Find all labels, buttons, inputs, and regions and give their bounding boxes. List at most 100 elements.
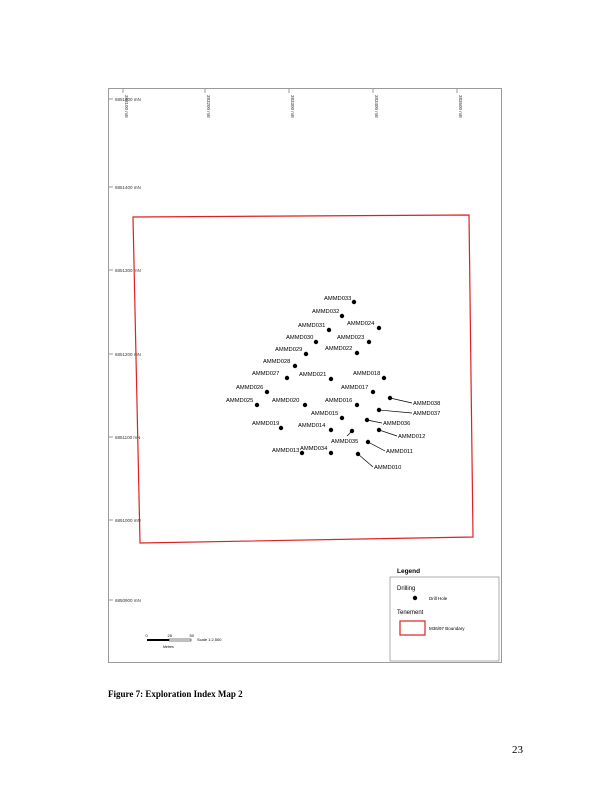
drill-hole-label: AMMD017: [341, 385, 368, 391]
drill-hole-ammd035: AMMD035: [331, 428, 358, 445]
drill-hole-icon: [349, 428, 355, 434]
drill-hole-label: AMMD026: [236, 385, 263, 391]
tenement-boundary-icon: [399, 620, 426, 636]
drill-hole-icon: [376, 325, 382, 331]
drill-hole-ammd036: AMMD036: [364, 417, 410, 427]
drill-hole-label: AMMD033: [324, 296, 351, 302]
drill-hole-icon: [254, 402, 260, 408]
drill-hole-label: AMMD013: [272, 448, 299, 454]
figure-caption: Figure 7: Exploration Index Map 2: [108, 689, 243, 699]
drill-hole-label: AMMD016: [325, 398, 352, 404]
drill-hole-icon: [328, 450, 334, 456]
drill-hole-label: AMMD037: [413, 411, 440, 417]
drill-hole-icon: [365, 439, 371, 445]
drill-hole-ammd034: AMMD034: [300, 446, 334, 456]
scale-bar-unit: Metres: [163, 645, 174, 649]
drill-hole-ammd024: AMMD024: [347, 321, 382, 331]
drill-hole-ammd020: AMMD020: [272, 398, 308, 408]
tenement-boundary: [132, 214, 474, 544]
drill-hole-icon: [381, 375, 387, 381]
drill-hole-icon: [339, 313, 345, 319]
northing-label: 6850900 mN: [115, 598, 141, 603]
drill-hole-icon: [351, 299, 357, 305]
drill-hole-label: AMMD035: [331, 439, 358, 445]
map-canvas: 6851400 mN 6851400 mN 6851300 mN 6851200 mN…: [109, 89, 500, 662]
drill-hole-icon: [313, 339, 319, 345]
scale-bar-tick-label: 50: [190, 633, 195, 638]
drill-hole-label: AMMD034: [300, 446, 328, 452]
drill-hole-icon: [339, 415, 345, 421]
drill-hole-label: AMMD014: [298, 423, 326, 429]
drill-hole-ammd022: AMMD022: [325, 346, 360, 356]
map-frame: 6851400 mN 6851400 mN 6851300 mN 6851200 mN…: [108, 88, 502, 663]
drill-hole-ammd018: AMMD018: [353, 371, 387, 381]
northing-label: 6851400 mN: [115, 97, 141, 102]
leader-line: [378, 429, 398, 437]
drill-hole-label: AMMD012: [398, 434, 425, 440]
drill-hole-icon: [355, 451, 361, 457]
drill-hole-ammd012: AMMD012: [376, 427, 425, 440]
drill-hole-icon: [387, 395, 393, 401]
northing-label: 6851200 mN: [115, 352, 141, 357]
drill-hole-icon: [302, 402, 308, 408]
drill-hole-ammd037: AMMD037: [376, 407, 440, 417]
scale-bar-tick-label: 0: [146, 633, 149, 638]
page-number: 23: [512, 744, 523, 756]
scale-bar: 0 25 50 Metres Scale 1:2,500: [146, 633, 223, 649]
northing-label: 6851400 mN: [115, 185, 141, 190]
drill-hole-icon: [354, 350, 360, 356]
drill-hole-label: AMMD028: [263, 359, 290, 365]
drill-hole-label: AMMD019: [252, 421, 279, 427]
legend-box: [389, 576, 500, 662]
drill-hole-ammd021: AMMD021: [299, 372, 334, 382]
drill-hole-label: AMMD024: [347, 321, 375, 327]
drill-hole-icon: [370, 389, 376, 395]
legend-drilling-heading: Drilling: [397, 586, 415, 592]
drill-hole-label: AMMD027: [252, 371, 279, 377]
drill-hole-label: AMMD032: [312, 309, 339, 315]
northing-label: 6851000 mN: [115, 518, 141, 523]
drill-hole-label: AMMD030: [286, 335, 313, 341]
drill-hole-icon: [366, 339, 372, 345]
drill-hole-ammd023: AMMD023: [337, 335, 372, 345]
drill-hole-icon: [364, 417, 370, 423]
drill-hole-ammd010: AMMD010: [355, 451, 401, 471]
drill-hole-ammd028: AMMD028: [263, 359, 298, 369]
easting-label: 383500 mE: [458, 95, 463, 118]
easting-label: 383100 mE: [124, 95, 129, 118]
drill-hole-label: AMMD021: [299, 372, 326, 378]
drill-hole-icon: [299, 450, 305, 456]
drill-hole-icon: [412, 595, 418, 601]
drill-hole-ammd031: AMMD031: [298, 323, 332, 333]
leader-line: [357, 453, 374, 468]
drill-hole-ammd030: AMMD030: [286, 335, 319, 345]
scale-ratio: Scale 1:2,500: [197, 637, 222, 642]
drill-hole-label: AMMD023: [337, 335, 364, 341]
drill-hole-icon: [328, 427, 334, 433]
drill-hole-ammd027: AMMD027: [252, 371, 290, 381]
scale-bar-tick-label: 25: [168, 633, 173, 638]
drill-hole-icon: [376, 427, 382, 433]
drill-hole-ammd016: AMMD016: [325, 398, 360, 408]
drill-hole-ammd029: AMMD029: [275, 347, 309, 357]
drill-hole-label: AMMD025: [226, 398, 253, 404]
legend-drill-hole-label: Drill Hole: [429, 596, 448, 601]
legend-title: Legend: [397, 568, 420, 575]
drill-hole-ammd015: AMMD015: [311, 411, 345, 421]
drill-hole-label: AMMD020: [272, 398, 299, 404]
drill-hole-ammd013: AMMD013: [272, 448, 305, 456]
drill-hole-label: AMMD031: [298, 323, 325, 329]
drill-hole-label: AMMD015: [311, 411, 338, 417]
leader-line: [366, 419, 383, 424]
drill-hole-label: AMMD022: [325, 346, 352, 352]
leader-line: [389, 397, 413, 404]
drill-hole-label: AMMD029: [275, 347, 302, 353]
northing-label: 6851300 mN: [115, 268, 141, 273]
drill-hole-label: AMMD036: [383, 421, 410, 427]
easting-label: 383200 mE: [206, 95, 211, 118]
drill-hole-ammd032: AMMD032: [312, 309, 345, 319]
leader-line: [367, 441, 386, 452]
drill-hole-ammd025: AMMD025: [226, 398, 260, 408]
scale-bar-segment: [147, 639, 169, 641]
drill-hole-icon: [326, 327, 332, 333]
